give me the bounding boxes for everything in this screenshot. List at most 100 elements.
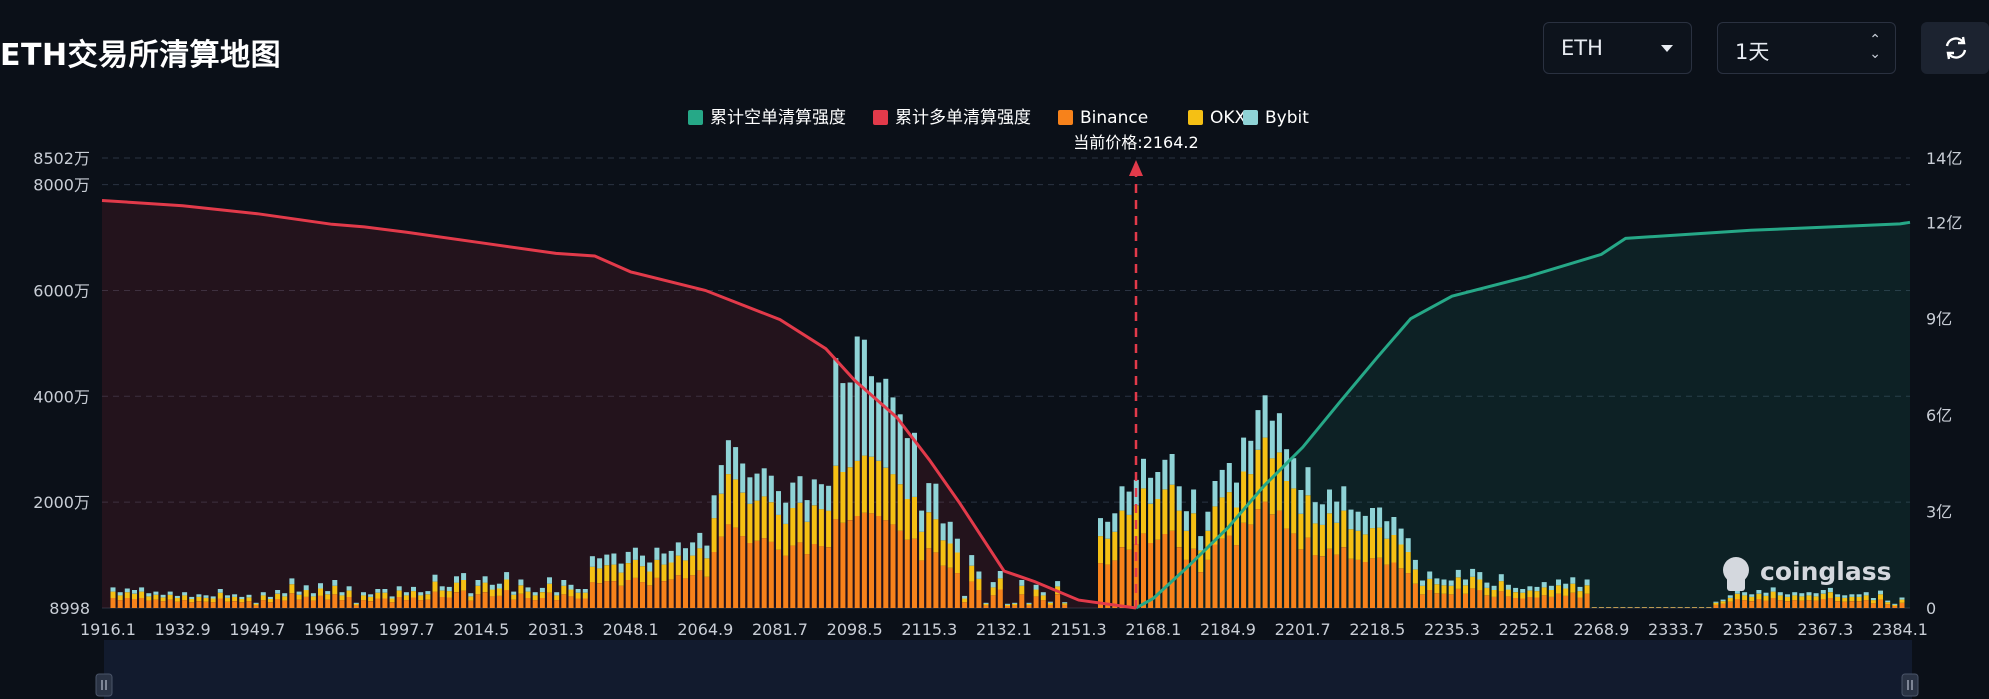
legend-item[interactable]: 累计多单清算强度 — [873, 108, 1031, 128]
bar-okx — [1226, 492, 1232, 536]
bar-binance — [811, 544, 817, 608]
bar-bybit — [1126, 491, 1132, 515]
bar-bybit — [776, 491, 781, 515]
right-axis-tick: 14亿 — [1926, 149, 1962, 168]
scroller-right-handle[interactable] — [1901, 673, 1919, 697]
scroller-track[interactable] — [104, 640, 1912, 699]
bar-binance — [668, 579, 674, 608]
bar-okx — [1355, 530, 1361, 560]
bar-binance — [1527, 596, 1533, 608]
bar-okx — [618, 572, 624, 586]
bar-binance — [904, 539, 910, 608]
bar-bybit — [346, 586, 352, 591]
short-cumulative-line — [1135, 220, 1911, 610]
bar-bybit — [482, 576, 488, 583]
bar-okx — [869, 456, 874, 514]
bar-binance — [861, 512, 867, 608]
legend-item[interactable]: OKX — [1188, 108, 1247, 128]
bar-okx — [496, 588, 502, 596]
bar-bybit — [1756, 590, 1762, 594]
bar-binance — [1205, 559, 1211, 608]
legend-item[interactable]: Binance — [1058, 108, 1148, 128]
bar-okx — [1026, 603, 1032, 606]
bar-okx — [818, 509, 824, 547]
bar-binance — [332, 594, 338, 608]
scroller-left-handle[interactable] — [95, 673, 113, 697]
bar-binance — [1577, 597, 1583, 608]
bar-bybit — [439, 586, 445, 591]
symbol-select-value: ETH — [1561, 36, 1603, 60]
bar-bybit — [1040, 592, 1046, 596]
bar-binance — [1591, 607, 1597, 608]
axis-labels: 8998 2000万 4000万 6000万 8000万 8502万 0 3亿 6亿 9亿 12亿 1… — [33, 149, 1962, 639]
x-axis-tick: 1916.1 — [80, 620, 136, 639]
caret-down-icon — [1661, 45, 1673, 52]
legend-item[interactable]: Bybit — [1243, 108, 1309, 128]
bar-binance — [818, 546, 824, 608]
bar-bybit — [1234, 482, 1239, 508]
bar-okx — [160, 597, 166, 602]
bar-okx — [318, 588, 323, 596]
bar-bybit — [382, 589, 388, 593]
bar-bybit — [1878, 590, 1883, 595]
bar-okx — [217, 592, 223, 599]
bar-binance — [768, 541, 774, 608]
bar-bybit — [132, 590, 137, 594]
bar-binance — [174, 601, 180, 608]
bar-okx — [1785, 596, 1790, 602]
bar-okx — [926, 512, 932, 549]
refresh-button[interactable] — [1921, 22, 1989, 74]
bar-okx — [1327, 513, 1332, 549]
bar-bybit — [919, 510, 925, 532]
bar-bybit — [1548, 585, 1554, 590]
bar-bybit — [1441, 579, 1447, 586]
bar-bybit — [833, 358, 839, 466]
bar-okx — [826, 510, 832, 548]
bar-binance — [246, 601, 252, 608]
bar-bybit — [962, 595, 968, 599]
bar-binance — [139, 598, 145, 608]
bar-bybit — [804, 500, 810, 522]
bar-binance — [310, 600, 316, 608]
bar-bybit — [139, 587, 145, 592]
symbol-select[interactable]: ETH — [1543, 22, 1692, 74]
bar-okx — [740, 492, 746, 537]
bar-bybit — [368, 594, 374, 597]
bar-okx — [368, 596, 374, 602]
bar-okx — [1262, 437, 1268, 502]
bar-okx — [389, 598, 395, 603]
bar-group — [110, 336, 1905, 608]
bar-binance — [554, 600, 560, 608]
bar-binance — [1033, 596, 1039, 608]
bar-okx — [954, 552, 960, 574]
legend-item[interactable]: 累计空单清算强度 — [688, 108, 846, 128]
left-axis-tick: 8000万 — [33, 176, 90, 195]
bar-bybit — [1842, 595, 1848, 598]
bar-okx — [1155, 499, 1161, 540]
bar-binance — [790, 545, 796, 608]
bar-bybit — [1477, 572, 1483, 580]
bar-bybit — [1105, 521, 1111, 539]
bar-okx — [1584, 585, 1590, 594]
bar-binance — [389, 602, 395, 608]
range-scroller[interactable] — [95, 640, 1919, 699]
bar-binance — [482, 592, 488, 608]
bar-okx — [282, 596, 288, 601]
bar-bybit — [167, 591, 173, 595]
bar-bybit — [504, 572, 510, 580]
bar-bybit — [153, 591, 159, 595]
x-axis-tick: 1932.9 — [155, 620, 211, 639]
bar-binance — [547, 592, 552, 608]
bar-bybit — [1191, 489, 1197, 514]
bar-binance — [1656, 607, 1662, 608]
bar-bybit — [826, 485, 832, 511]
bar-okx — [690, 555, 696, 576]
bar-bybit — [403, 592, 409, 596]
bar-bybit — [454, 576, 459, 583]
bar-bybit — [496, 583, 502, 589]
range-select[interactable]: 1天 ⌃ ⌄ — [1717, 22, 1896, 74]
bar-binance — [725, 524, 731, 608]
bar-binance — [289, 593, 295, 608]
bar-okx — [976, 578, 982, 590]
